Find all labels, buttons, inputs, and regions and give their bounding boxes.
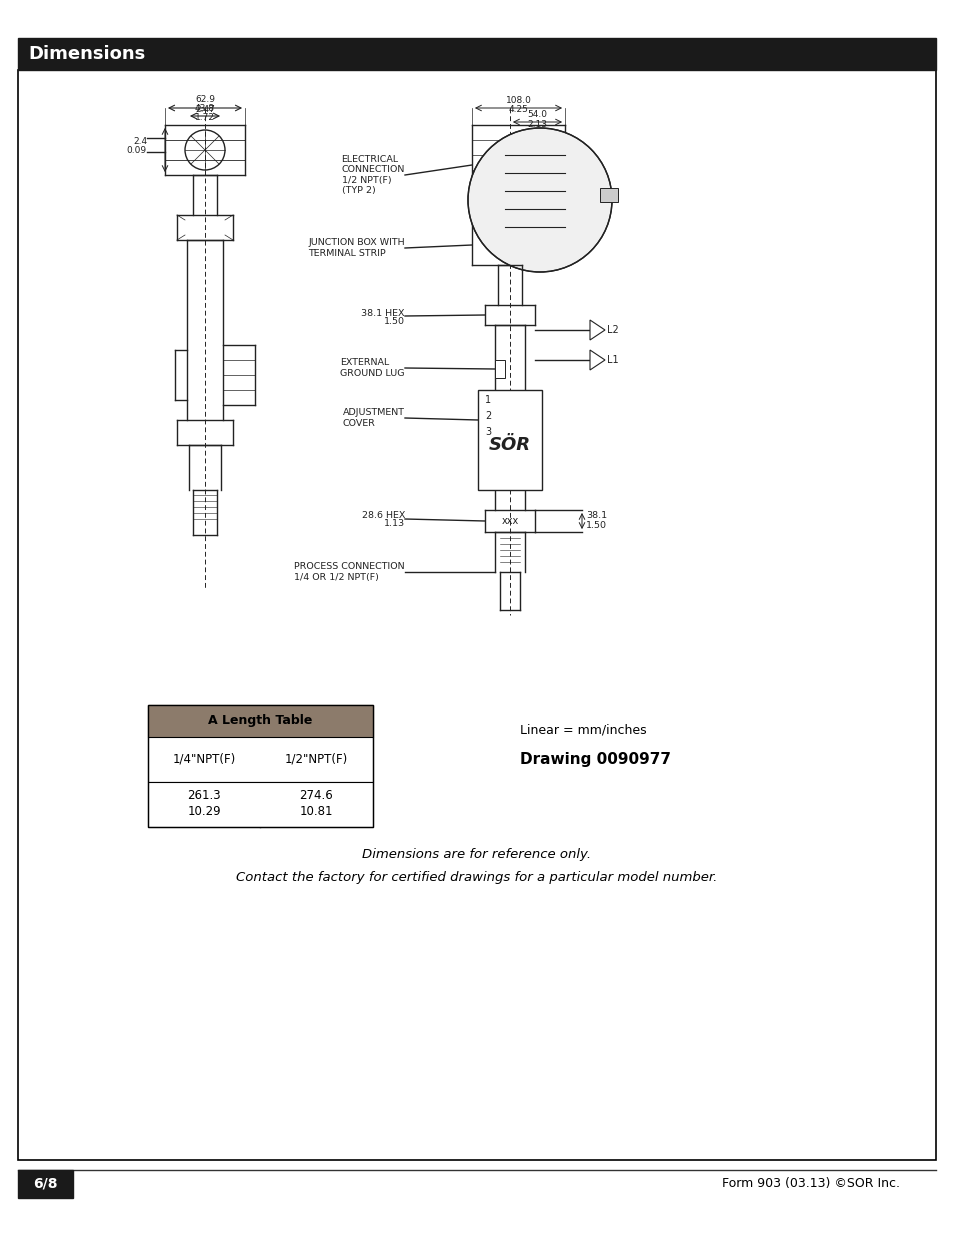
Text: Dimensions are for reference only.: Dimensions are for reference only. <box>362 848 591 862</box>
Text: 1/4"NPT(F): 1/4"NPT(F) <box>172 753 235 766</box>
Text: xxx: xxx <box>501 516 518 526</box>
Text: 2.4: 2.4 <box>132 137 147 146</box>
Bar <box>18 70 935 1160</box>
Bar <box>148 705 373 827</box>
Bar <box>18 38 935 70</box>
Text: 1: 1 <box>484 395 491 405</box>
Text: ELECTRICAL
CONNECTION
1/2 NPT(F)
(TYP 2): ELECTRICAL CONNECTION 1/2 NPT(F) (TYP 2) <box>341 154 405 195</box>
Text: 62.9: 62.9 <box>194 95 214 104</box>
Text: L1: L1 <box>606 354 618 366</box>
Text: 1.72: 1.72 <box>194 112 214 121</box>
Bar <box>18 1170 73 1198</box>
Text: 274.6: 274.6 <box>299 789 333 803</box>
Text: 0.09: 0.09 <box>127 146 147 154</box>
Bar <box>148 782 373 827</box>
Bar <box>148 737 373 782</box>
Text: 2: 2 <box>484 411 491 421</box>
Text: 10.81: 10.81 <box>299 805 333 819</box>
Text: 1/2"NPT(F): 1/2"NPT(F) <box>284 753 347 766</box>
Text: 38.1: 38.1 <box>585 511 606 520</box>
Bar <box>148 705 373 737</box>
Bar <box>495 359 504 378</box>
Text: Form 903 (03.13) ©SOR Inc.: Form 903 (03.13) ©SOR Inc. <box>721 1177 899 1191</box>
Text: Drawing 0090977: Drawing 0090977 <box>519 752 670 767</box>
Text: EXTERNAL
GROUND LUG: EXTERNAL GROUND LUG <box>340 358 405 378</box>
Text: 6/8: 6/8 <box>32 1177 57 1191</box>
Text: 1.13: 1.13 <box>383 520 405 529</box>
Text: 28.6 HEX: 28.6 HEX <box>361 510 405 520</box>
Text: 2.13: 2.13 <box>527 120 547 128</box>
Text: ADJUSTMENT
COVER: ADJUSTMENT COVER <box>343 409 405 427</box>
Circle shape <box>468 128 612 272</box>
Text: Contact the factory for certified drawings for a particular model number.: Contact the factory for certified drawin… <box>236 872 717 884</box>
Text: 10.29: 10.29 <box>187 805 220 819</box>
Text: JUNCTION BOX WITH
TERMINAL STRIP: JUNCTION BOX WITH TERMINAL STRIP <box>308 238 405 258</box>
Text: 1.50: 1.50 <box>384 317 405 326</box>
Text: A Length Table: A Length Table <box>208 715 313 727</box>
Text: 261.3: 261.3 <box>187 789 220 803</box>
Bar <box>599 188 618 203</box>
Text: 108.0: 108.0 <box>505 95 531 105</box>
Text: 1.50: 1.50 <box>585 521 606 531</box>
Text: 43.8: 43.8 <box>194 104 214 112</box>
Text: PROCESS CONNECTION
1/4 OR 1/2 NPT(F): PROCESS CONNECTION 1/4 OR 1/2 NPT(F) <box>294 562 405 582</box>
Text: L2: L2 <box>606 325 618 335</box>
Text: 38.1 HEX: 38.1 HEX <box>361 309 405 317</box>
Text: Linear = mm/inches: Linear = mm/inches <box>519 724 646 736</box>
Text: 54.0: 54.0 <box>527 110 547 119</box>
Bar <box>477 390 541 490</box>
Text: 3: 3 <box>484 427 491 437</box>
Text: 4.25: 4.25 <box>508 105 528 114</box>
Text: SÖR: SÖR <box>489 436 531 454</box>
Text: 2.47: 2.47 <box>194 105 214 114</box>
Text: Dimensions: Dimensions <box>28 44 145 63</box>
Polygon shape <box>589 320 604 340</box>
Polygon shape <box>589 350 604 370</box>
